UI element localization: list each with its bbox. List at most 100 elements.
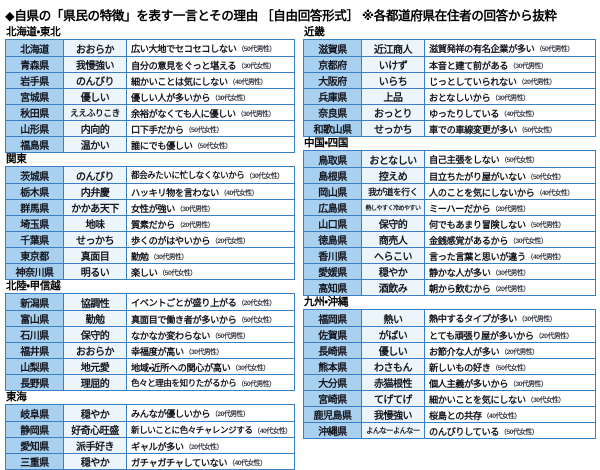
respondent-label: （20代女性） [211,237,250,245]
prefecture-row: 秋田県 ええふりこき 余裕がなくても人に優しい （30代男性） [6,104,294,120]
prefecture-name-cell: 兵庫県 [304,89,361,104]
reason-text: ハッキリ物を言わない [131,187,219,198]
prefecture-row: 北海道 おおらか 広い大地でセコセコしない （50代男性） [6,40,294,56]
reason-cell: 口下手だから （50代女性） [126,121,294,136]
prefecture-name-cell: 長崎県 [304,343,361,358]
respondent-label: （50代女性） [193,142,233,150]
prefecture-name-cell: 山梨県 [6,359,63,374]
prefecture-row: 長野県 理屈的 色々と理由を知りたがるから （50代男性） [6,374,294,390]
region-header: 中国・四国 [304,137,349,149]
respondent-label: （40代女性） [219,189,259,197]
prefecture-row: 奈良県 おっとり ゆったりしている （40代女性） [304,104,595,120]
page-title: ◆自県の「県民の特徴」を表す一言とその理由 ［自由回答形式］ ※各都道府県在住者… [5,9,557,23]
prefecture-name-cell: 新潟県 [6,294,63,310]
trait-word-cell: てげてげ [361,391,424,406]
reason-text: 自己主張をしない [429,155,500,165]
reason-text: じっとしていられない [429,76,517,87]
prefecture-name-cell: 東京都 [6,248,63,263]
prefecture-name-cell: 福岡県 [304,310,361,326]
respondent-label: （30代女性） [231,364,270,372]
reason-text: 桜島との共存 [429,410,482,421]
respondent-label: （50代女性） [158,269,197,277]
prefecture-name-cell: 栃木県 [6,184,63,199]
trait-word-cell: 好奇心旺盛 [63,422,126,437]
reason-text: 目立ちたがり屋がいない [429,171,526,182]
respondent-label: （50代女性） [517,126,557,134]
trait-word-cell: がばい [361,327,424,342]
reason-cell: 勤勉 （30代男性） [126,248,294,263]
trait-word-cell: 熱しやすく冷めやすい [361,200,424,215]
reason-text: 細かいことを気にしない [429,394,526,405]
respondent-label: （40代男性） [526,253,566,261]
reason-text: おとなしいから [429,92,491,103]
trait-word-cell: 我が道を行く [361,184,424,199]
reason-cell: なかなか変わらない （50代男性） [126,327,294,342]
prefecture-name-cell: 神奈川県 [6,264,63,279]
respondent-label: （30代女性） [237,62,276,70]
prefecture-name-cell: 鹿児島県 [304,407,361,422]
reason-cell: 桜島との共存 （40代女性） [424,407,595,422]
trait-word-cell: せっかち [63,232,126,247]
reason-text: ゆったりしている [429,108,500,119]
prefecture-row: 島根県 控えめ 目立ちたがり屋がいない （50代女性） [304,167,595,183]
respondent-label: （20代男性） [500,348,539,356]
prefecture-table: 北海道 おおらか 広い大地でセコセコしない （50代男性） 青森県 我慢強い 自… [5,39,295,153]
prefecture-row: 富山県 勤勉 真面目で働き者が多いから （50代女性） [6,310,294,326]
trait-word-cell: 酒飲み [361,280,424,295]
respondent-label: （30代女性） [211,94,250,102]
reason-text: みんなが優しいから [131,409,211,419]
prefecture-row: 宮城県 優しい 優しい人が多いから （30代女性） [6,88,294,104]
respondent-label: （30代男性） [184,348,224,356]
reason-text: 楽しい [131,267,158,278]
respondent-label: （20代男性） [211,411,250,418]
prefecture-table: 茨城県 のんびり 都会みたいに忙しなくないから （30代女性） 栃木県 内弁慶 … [5,166,295,280]
reason-text: 熱中するタイプが多い [429,314,517,324]
prefecture-name-cell: 佐賀県 [304,327,361,342]
reason-cell: 静かな人が多い （30代男性） [424,264,595,279]
trait-word-cell: 穏やか [361,264,424,279]
reason-text: 広い大地でセコセコしない [131,44,237,54]
trait-word-cell: 内弁慶 [63,184,126,199]
reason-text: 何でもあまり冒険しない [429,219,526,230]
trait-word-cell: おおらか [63,343,126,358]
respondent-label: （40代女性） [535,189,574,197]
prefecture-name-cell: 北海道 [6,40,63,56]
reason-cell: 車での車線変更が多い （50代女性） [424,121,595,136]
respondent-label: （30代男性） [149,253,189,261]
respondent-label: （40代女性） [228,459,267,467]
reason-cell: お節介な人が多い （20代男性） [424,343,595,358]
respondent-label: （20代男性） [534,332,574,340]
reason-cell: ゆったりしている （40代女性） [424,105,595,120]
reason-cell: 広い大地でセコセコしない （50代男性） [126,40,294,56]
reason-text: 真面目で働き者が多いから [131,314,237,325]
reason-cell: 自分の意見をぐっと堪える （30代女性） [126,57,294,72]
reason-text: なかなか変わらない [131,330,211,341]
prefecture-table: 滋賀県 近江商人 滋賀発祥の有名企業が多い （50代男性） 京都府 いけず 本音… [303,39,596,137]
respondent-label: （50代女性） [184,126,224,134]
trait-word-cell: おおらか [63,40,126,56]
reason-cell: 何でもあまり冒険しない （50代男性） [424,216,595,231]
reason-cell: 誰にでも優しい （50代女性） [126,137,294,152]
prefecture-name-cell: 和歌山県 [304,121,361,136]
prefecture-table: 新潟県 協調性 イベントごとが盛り上がる （20代女性） 富山県 勤勉 真面目で… [5,293,295,391]
trait-word-cell: 地元愛 [63,359,126,374]
prefecture-row: 鳥取県 おとなしい 自己主張をしない （50代女性） [304,151,595,167]
prefecture-name-cell: 沖縄県 [304,423,361,438]
prefecture-name-cell: 滋賀県 [304,40,361,56]
reason-text: 自分の意見をぐっと堪える [131,60,237,71]
trait-word-cell: おっとり [361,105,424,120]
reason-cell: 個人主義が多いから （30代男性） [424,375,595,390]
prefecture-name-cell: 岩手県 [6,73,63,88]
prefecture-name-cell: 高知県 [304,280,361,295]
prefecture-name-cell: 宮崎県 [304,391,361,406]
respondent-label: （20代男性） [491,205,530,213]
trait-word-cell: 地味 [63,216,126,231]
prefecture-row: 高知県 酒飲み 朝から飲むから （20代男性） [304,279,595,295]
prefecture-name-cell: 秋田県 [6,105,63,120]
prefecture-row: 石川県 保守的 なかなか変わらない （50代男性） [6,326,294,342]
trait-word-cell: 我慢強い [361,407,424,422]
reason-text: 新しいもの好き [429,362,491,373]
prefecture-row: 香川県 へらこい 言った言葉と思いが違う （40代男性） [304,247,595,263]
reason-cell: のんびりしている （50代女性） [424,423,595,438]
reason-text: 余裕がなくても人に優しい [131,108,236,119]
